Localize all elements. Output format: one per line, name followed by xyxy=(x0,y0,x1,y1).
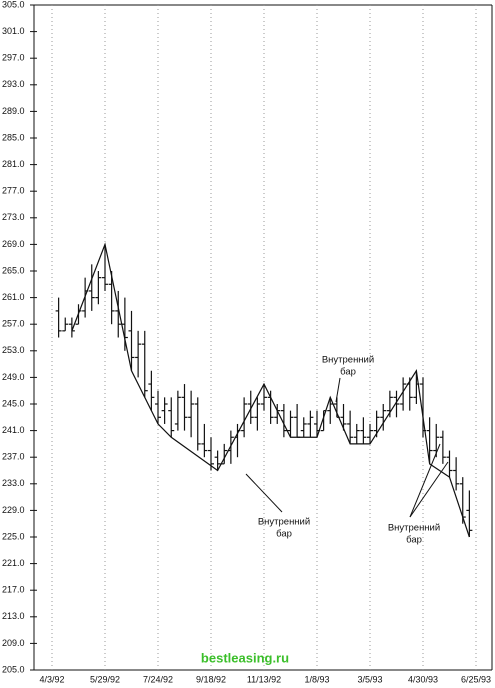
y-tick-label: 249.0 xyxy=(2,372,25,382)
annotation: бар xyxy=(340,367,356,378)
y-tick-label: 261.0 xyxy=(2,292,25,302)
y-tick-label: 293.0 xyxy=(2,79,25,89)
y-tick-label: 289.0 xyxy=(2,106,25,116)
x-tick-label: 1/8/93 xyxy=(304,674,329,684)
annotation-pointer xyxy=(245,473,283,513)
y-tick-label: 229.0 xyxy=(2,505,25,515)
y-tick-label: 285.0 xyxy=(2,132,25,142)
y-tick-label: 221.0 xyxy=(2,558,25,568)
x-tick-label: 4/3/92 xyxy=(39,674,64,684)
y-tick-label: 257.0 xyxy=(2,319,25,329)
annotation: Внутренний xyxy=(258,517,310,528)
y-tick-label: 233.0 xyxy=(2,478,25,488)
y-tick-label: 297.0 xyxy=(2,53,25,63)
y-tick-label: 241.0 xyxy=(2,425,25,435)
annotation-pointer xyxy=(335,377,341,403)
x-tick-label: 5/29/92 xyxy=(90,674,120,684)
y-tick-label: 225.0 xyxy=(2,531,25,541)
annotation: бар xyxy=(406,535,422,546)
x-tick-label: 11/13/92 xyxy=(247,674,281,684)
y-tick-label: 265.0 xyxy=(2,265,25,275)
y-tick-label: 213.0 xyxy=(2,611,25,621)
annotation: бар xyxy=(276,529,292,540)
y-tick-label: 209.0 xyxy=(2,638,25,648)
swing-line xyxy=(71,242,470,538)
annotation: Внутренний xyxy=(322,355,374,366)
y-tick-label: 217.0 xyxy=(2,585,25,595)
x-tick-label: 9/18/92 xyxy=(196,674,226,684)
x-tick-label: 4/30/93 xyxy=(408,674,438,684)
y-tick-label: 277.0 xyxy=(2,186,25,196)
x-tick-label: 7/24/92 xyxy=(143,674,173,684)
y-tick-label: 237.0 xyxy=(2,452,25,462)
watermark: bestleasing.ru xyxy=(201,650,289,665)
x-tick-label: 6/25/93 xyxy=(461,674,491,684)
y-tick-label: 273.0 xyxy=(2,212,25,222)
annotation-pointer xyxy=(409,461,449,518)
y-tick-label: 253.0 xyxy=(2,345,25,355)
y-tick-label: 301.0 xyxy=(2,26,25,36)
annotation-pointer xyxy=(409,443,441,518)
x-tick-label: 3/5/93 xyxy=(357,674,382,684)
annotation: Внутренний xyxy=(388,523,440,534)
y-tick-label: 245.0 xyxy=(2,398,25,408)
y-tick-label: 305.0 xyxy=(2,0,25,9)
y-tick-label: 281.0 xyxy=(2,159,25,169)
y-tick-label: 269.0 xyxy=(2,239,25,249)
y-tick-label: 205.0 xyxy=(2,664,25,674)
